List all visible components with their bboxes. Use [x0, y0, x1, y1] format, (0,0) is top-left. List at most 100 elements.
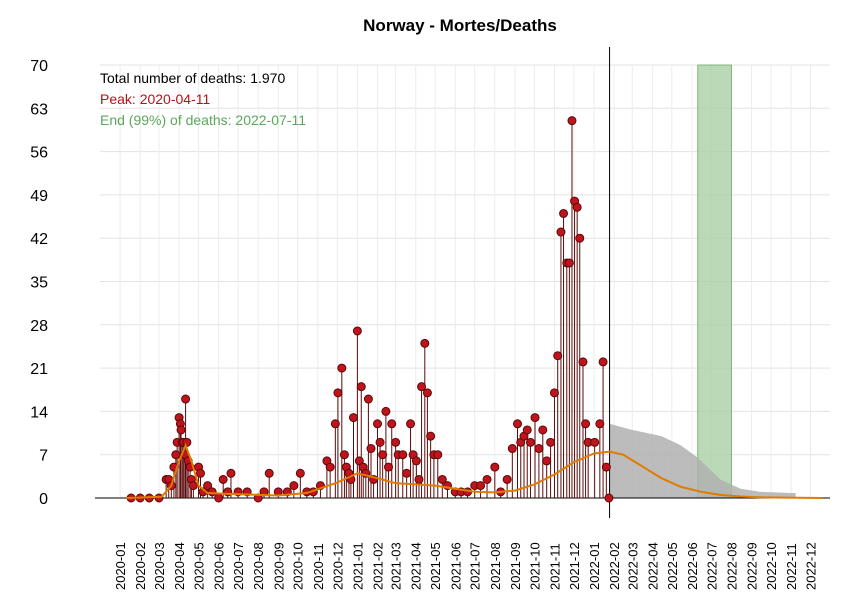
death-point	[203, 481, 213, 491]
death-point	[330, 419, 340, 429]
death-point	[171, 450, 181, 460]
death-point	[559, 208, 569, 218]
y-tick-label: 7	[39, 448, 48, 465]
death-point	[502, 474, 512, 484]
death-point	[578, 357, 588, 367]
death-point	[398, 450, 408, 460]
death-point	[218, 474, 228, 484]
y-tick-label: 35	[30, 275, 48, 292]
x-tick-label: 2020-01	[113, 542, 128, 590]
y-tick-label: 49	[30, 188, 48, 205]
death-point	[422, 388, 432, 398]
x-tick-label: 2020-12	[330, 542, 345, 590]
death-point	[426, 431, 436, 441]
death-point	[366, 444, 376, 454]
death-point	[525, 437, 535, 447]
death-point	[595, 419, 605, 429]
x-tick-label: 2022-06	[685, 542, 700, 590]
death-point	[534, 444, 544, 454]
death-point	[417, 382, 427, 392]
death-point	[530, 413, 540, 423]
end-of-deaths-region	[697, 64, 732, 499]
death-point	[590, 437, 600, 447]
death-point	[337, 363, 347, 373]
x-tick-label: 2022-11	[784, 543, 799, 590]
death-point	[507, 444, 517, 454]
annotation-total-deaths: Total number of deaths: 1.970	[100, 70, 285, 86]
death-point	[195, 468, 205, 478]
death-point	[378, 450, 388, 460]
death-point	[581, 419, 591, 429]
death-point	[207, 487, 217, 497]
death-point	[482, 474, 492, 484]
death-point	[348, 413, 358, 423]
x-tick-label: 2022-09	[745, 542, 760, 590]
death-point	[325, 462, 335, 472]
y-tick-label: 42	[30, 231, 48, 248]
death-point	[406, 419, 416, 429]
death-point	[176, 425, 186, 435]
x-tick-label: 2020-04	[172, 542, 187, 590]
y-tick-label: 70	[30, 58, 48, 75]
x-tick-label: 2020-06	[212, 542, 227, 590]
death-point	[433, 450, 443, 460]
x-tick-label: 2021-05	[428, 542, 443, 590]
death-point	[549, 388, 559, 398]
death-point	[214, 493, 224, 503]
death-point	[542, 456, 552, 466]
x-tick-label: 2022-04	[645, 542, 660, 590]
x-tick-label: 2021-09	[508, 542, 523, 590]
x-tick-label: 2021-12	[567, 542, 582, 590]
x-tick-label: 2021-10	[527, 542, 542, 590]
death-point	[556, 227, 566, 237]
death-point	[598, 357, 608, 367]
death-point	[522, 425, 532, 435]
death-point	[420, 338, 430, 348]
x-tick-label: 2020-11	[311, 543, 326, 590]
death-point	[181, 394, 191, 404]
x-tick-label: 2020-05	[192, 542, 207, 590]
death-point	[564, 258, 574, 268]
death-point	[567, 116, 577, 126]
x-tick-label: 2020-03	[152, 542, 167, 590]
death-point	[188, 481, 198, 491]
x-tick-label: 2021-02	[370, 542, 385, 590]
death-point	[513, 419, 523, 429]
annotation-end-date: End (99%) of deaths: 2022-07-11	[100, 112, 306, 128]
x-tick-label: 2020-10	[291, 542, 306, 590]
x-tick-label: 2022-10	[764, 542, 779, 590]
death-point	[414, 474, 424, 484]
death-point	[333, 388, 343, 398]
x-tick-label: 2022-02	[607, 542, 622, 590]
x-tick-label: 2021-04	[409, 542, 424, 590]
death-point	[546, 437, 556, 447]
forecast-band	[609, 423, 796, 498]
y-tick-label: 21	[30, 361, 48, 378]
death-point	[295, 468, 305, 478]
death-point	[383, 462, 393, 472]
annotation-peak-date: Peak: 2020-04-11	[100, 91, 210, 107]
death-point	[372, 419, 382, 429]
death-point	[411, 456, 421, 466]
death-point	[387, 419, 397, 429]
death-point	[476, 481, 486, 491]
x-tick-label: 2020-08	[251, 542, 266, 590]
x-tick-label: 2020-07	[231, 542, 246, 590]
x-tick-label: 2022-12	[804, 542, 819, 590]
y-tick-label: 0	[39, 491, 48, 508]
death-point	[575, 233, 585, 243]
death-point	[490, 462, 500, 472]
death-point	[601, 462, 611, 472]
death-point	[339, 450, 349, 460]
death-point	[437, 474, 447, 484]
x-tick-label: 2021-08	[488, 542, 503, 590]
death-point	[572, 202, 582, 212]
x-tick-label: 2021-01	[350, 542, 365, 590]
death-point	[375, 437, 385, 447]
x-tick-label: 2021-07	[468, 542, 483, 590]
death-point	[538, 425, 548, 435]
death-point	[604, 493, 614, 503]
death-point	[182, 437, 192, 447]
death-point	[391, 437, 401, 447]
plot-area: 0 7 14 21 28 35 42 49 56 63 70 2020-01 2020-02 2020-0…	[30, 47, 830, 590]
